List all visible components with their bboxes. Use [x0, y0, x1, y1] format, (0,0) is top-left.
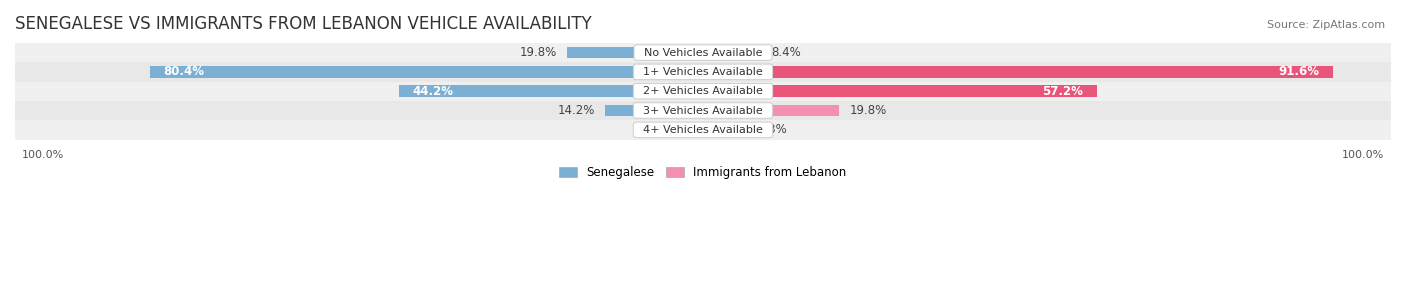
Text: 2+ Vehicles Available: 2+ Vehicles Available [636, 86, 770, 96]
Bar [703, 47, 761, 58]
Text: SENEGALESE VS IMMIGRANTS FROM LEBANON VEHICLE AVAILABILITY: SENEGALESE VS IMMIGRANTS FROM LEBANON VE… [15, 15, 592, 33]
Bar [15, 120, 1391, 140]
Bar [567, 47, 703, 58]
Text: No Vehicles Available: No Vehicles Available [637, 47, 769, 57]
Text: 6.3%: 6.3% [756, 123, 786, 136]
Text: 19.8%: 19.8% [849, 104, 887, 117]
Bar [606, 105, 703, 116]
Bar [15, 101, 1391, 120]
Text: 91.6%: 91.6% [1278, 65, 1319, 78]
Bar [15, 62, 1391, 82]
Bar [150, 66, 703, 78]
Text: 4+ Vehicles Available: 4+ Vehicles Available [636, 125, 770, 135]
Text: 19.8%: 19.8% [519, 46, 557, 59]
Bar [703, 86, 1097, 97]
Text: 8.4%: 8.4% [770, 46, 801, 59]
Bar [15, 43, 1391, 62]
Text: 57.2%: 57.2% [1042, 85, 1083, 98]
Text: 44.2%: 44.2% [413, 85, 454, 98]
Text: 4.3%: 4.3% [633, 123, 664, 136]
Bar [703, 124, 747, 136]
Text: 100.0%: 100.0% [1341, 150, 1384, 160]
Bar [15, 82, 1391, 101]
Text: 14.2%: 14.2% [558, 104, 595, 117]
Bar [703, 105, 839, 116]
Text: 1+ Vehicles Available: 1+ Vehicles Available [636, 67, 770, 77]
Text: 100.0%: 100.0% [22, 150, 65, 160]
Text: Source: ZipAtlas.com: Source: ZipAtlas.com [1267, 20, 1385, 30]
Text: 3+ Vehicles Available: 3+ Vehicles Available [636, 106, 770, 116]
Bar [399, 86, 703, 97]
Bar [673, 124, 703, 136]
Text: 80.4%: 80.4% [163, 65, 205, 78]
Legend: Senegalese, Immigrants from Lebanon: Senegalese, Immigrants from Lebanon [554, 161, 852, 184]
Bar [703, 66, 1333, 78]
